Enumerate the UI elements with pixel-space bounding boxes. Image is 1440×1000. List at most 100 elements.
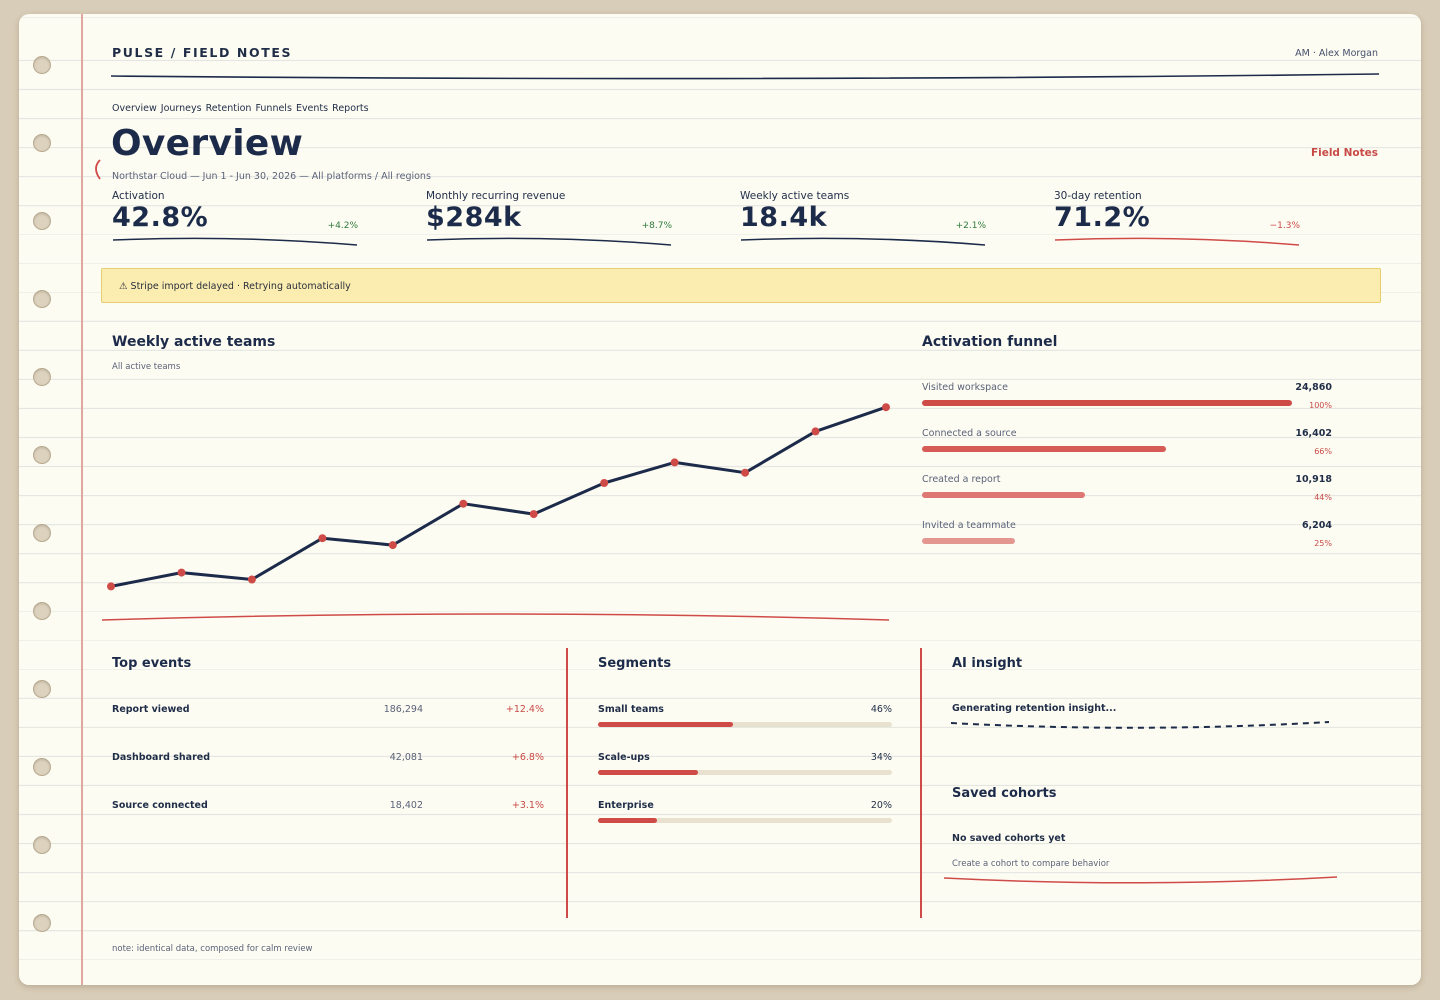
- field-notes-link[interactable]: Field Notes: [1310, 147, 1378, 159]
- saved-cohorts-title: Saved cohorts: [952, 786, 1057, 801]
- chart-title: Weekly active teams: [112, 334, 276, 350]
- cohorts-underline: [943, 876, 1338, 884]
- kpi-delta: +8.7%: [641, 221, 672, 231]
- funnel-step-count: 24,860: [1295, 382, 1332, 393]
- segment-row[interactable]: Small teams 46%: [598, 704, 892, 734]
- ai-insight-title: AI insight: [952, 656, 1023, 671]
- nav-retention[interactable]: Retention: [205, 103, 252, 114]
- binder-hole: [33, 56, 51, 74]
- margin-line: [81, 14, 83, 985]
- kpi-value: 42.8%: [112, 202, 209, 233]
- binder-hole: [33, 680, 51, 698]
- series-line: [110, 405, 887, 588]
- data-point: [107, 582, 115, 591]
- binder-hole: [33, 134, 51, 152]
- funnel-step-pct: 100%: [1309, 401, 1332, 410]
- kpi-label: 30-day retention: [1054, 190, 1142, 202]
- saved-cohorts-empty: No saved cohorts yet: [952, 833, 1066, 844]
- data-point: [811, 427, 820, 436]
- funnel-step-label: Visited workspace: [922, 382, 1008, 393]
- top-events-title: Top events: [112, 656, 192, 671]
- segment-fill: [598, 722, 734, 727]
- segment-pct: 46%: [870, 704, 892, 715]
- kpi-value: $284k: [426, 202, 522, 233]
- funnel-step-pct: 66%: [1314, 447, 1332, 456]
- page-title: Overview: [111, 123, 304, 164]
- funnel-step-count: 6,204: [1301, 520, 1332, 531]
- kpi-underline: [112, 237, 358, 246]
- funnel-step[interactable]: Invited a teammate 6,204 25%: [922, 518, 1332, 564]
- app-brand[interactable]: PULSE / FIELD NOTES: [112, 45, 293, 60]
- segment-track: [598, 818, 892, 823]
- segment-track: [598, 770, 892, 775]
- binder-hole: [33, 602, 51, 620]
- funnel-step[interactable]: Created a report 10,918 44%: [922, 472, 1332, 518]
- event-name: Report viewed: [112, 704, 190, 715]
- saved-cohorts-hint[interactable]: Create a cohort to compare behavior: [952, 859, 1110, 869]
- kpi-card[interactable]: Activation 42.8% +4.2%: [112, 190, 360, 246]
- binder-hole: [33, 290, 51, 308]
- kpi-value: 18.4k: [740, 202, 828, 233]
- binder-hole: [33, 758, 51, 776]
- data-point: [600, 479, 609, 487]
- event-delta: +6.8%: [511, 752, 544, 763]
- funnel-title: Activation funnel: [922, 334, 1058, 350]
- chart-underline: [101, 613, 890, 621]
- funnel-step-count: 16,402: [1295, 428, 1332, 439]
- sync-alert-banner: ⚠ Stripe import delayed · Retrying autom…: [101, 268, 1381, 303]
- event-count: 186,294: [383, 704, 423, 715]
- event-row[interactable]: Report viewed 186,294 +12.4%: [112, 704, 544, 724]
- event-name: Source connected: [112, 800, 208, 811]
- segment-name: Enterprise: [598, 800, 654, 811]
- nav-journeys[interactable]: Journeys: [160, 103, 202, 114]
- column-divider: [566, 648, 568, 918]
- funnel-step-pct: 25%: [1314, 539, 1332, 548]
- funnel-step-count: 10,918: [1295, 474, 1332, 485]
- segment-pct: 34%: [870, 752, 892, 763]
- data-point: [529, 510, 538, 519]
- event-row[interactable]: Dashboard shared 42,081 +6.8%: [112, 752, 544, 772]
- funnel-step-label: Invited a teammate: [922, 520, 1016, 531]
- loading-dash-line: [950, 721, 1330, 729]
- data-point: [388, 541, 397, 550]
- ai-insight-status: Generating retention insight...: [952, 703, 1117, 714]
- kpi-card[interactable]: 30-day retention 71.2% −1.3%: [1054, 190, 1302, 246]
- header-underline: [110, 73, 1380, 80]
- funnel-step[interactable]: Visited workspace 24,860 100%: [922, 380, 1332, 426]
- segment-row[interactable]: Scale-ups 34%: [598, 752, 892, 782]
- binder-hole: [33, 914, 51, 932]
- data-point: [459, 499, 468, 508]
- nav-events[interactable]: Events: [295, 103, 329, 114]
- kpi-label: Weekly active teams: [740, 190, 850, 202]
- segment-pct: 20%: [870, 800, 892, 811]
- event-delta: +12.4%: [505, 704, 544, 715]
- kpi-card[interactable]: Monthly recurring revenue $284k +8.7%: [426, 190, 674, 246]
- funnel-step-bar: [922, 446, 1166, 452]
- kpi-underline: [426, 237, 672, 246]
- top-nav: Overview Journeys Retention Funnels Even…: [112, 103, 369, 114]
- segment-name: Small teams: [598, 704, 664, 715]
- kpi-value: 71.2%: [1054, 202, 1151, 233]
- segment-row[interactable]: Enterprise 20%: [598, 800, 892, 830]
- data-point: [318, 534, 327, 543]
- column-divider: [920, 648, 922, 918]
- event-delta: +3.1%: [511, 800, 544, 811]
- bracket-mark: [95, 159, 101, 180]
- nav-reports[interactable]: Reports: [332, 103, 369, 114]
- nav-funnels[interactable]: Funnels: [255, 103, 292, 114]
- data-point: [670, 458, 679, 467]
- segment-name: Scale-ups: [598, 752, 650, 763]
- page-subtitle: Northstar Cloud — Jun 1 - Jun 30, 2026 —…: [112, 171, 431, 182]
- notebook-page: PULSE / FIELD NOTES AM · Alex Morgan Ove…: [19, 14, 1421, 985]
- nav-overview[interactable]: Overview: [112, 103, 157, 114]
- binder-hole: [33, 836, 51, 854]
- funnel-step-label: Connected a source: [922, 428, 1017, 439]
- funnel-step[interactable]: Connected a source 16,402 66%: [922, 426, 1332, 472]
- data-point: [882, 403, 890, 412]
- event-name: Dashboard shared: [112, 752, 211, 763]
- kpi-card[interactable]: Weekly active teams 18.4k +2.1%: [740, 190, 988, 246]
- data-point: [741, 468, 750, 477]
- user-menu[interactable]: AM · Alex Morgan: [1295, 48, 1378, 59]
- segment-fill: [598, 818, 657, 823]
- event-row[interactable]: Source connected 18,402 +3.1%: [112, 800, 544, 820]
